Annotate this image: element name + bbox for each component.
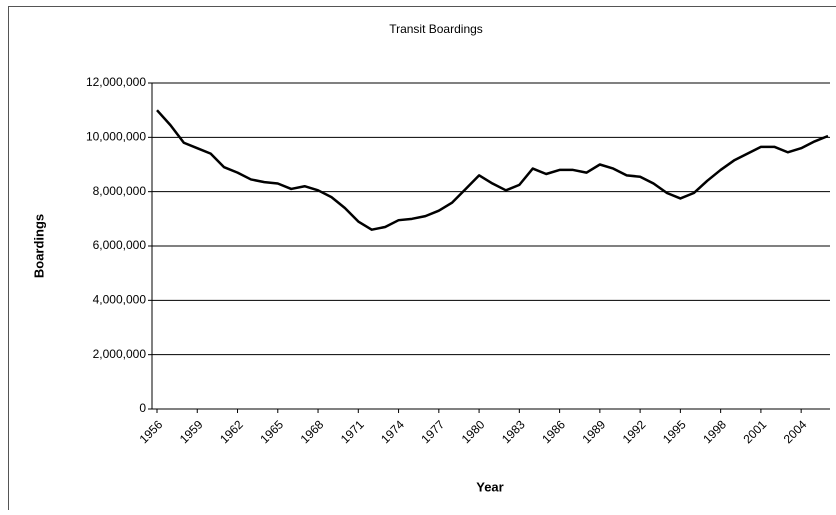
y-tick-label: 0 (139, 401, 146, 415)
y-tick-label: 12,000,000 (86, 75, 146, 89)
y-tick-label: 10,000,000 (86, 130, 146, 144)
x-axis-label: Year (476, 479, 503, 494)
y-tick-label: 6,000,000 (93, 238, 147, 252)
y-tick-label: 4,000,000 (93, 293, 147, 307)
y-axis-label: Boardings (31, 214, 46, 278)
y-tick-label: 2,000,000 (93, 347, 147, 361)
chart-title: Transit Boardings (389, 22, 483, 36)
y-tick-label: 8,000,000 (93, 184, 147, 198)
